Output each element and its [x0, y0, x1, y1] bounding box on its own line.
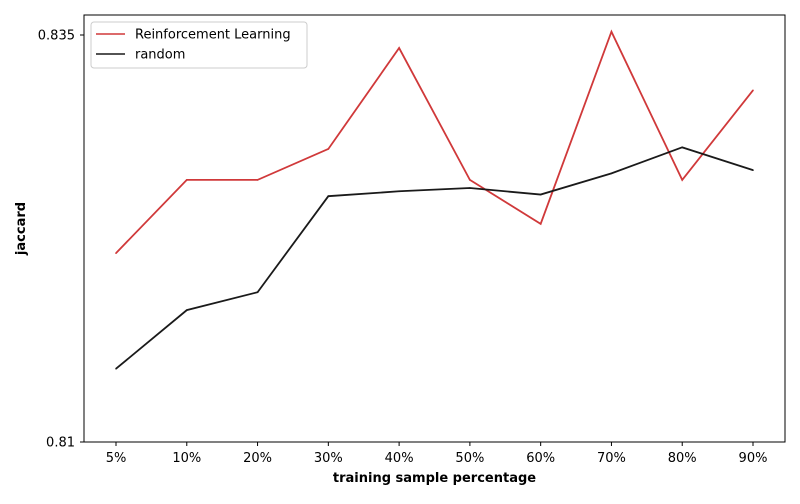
data-point-random: [539, 193, 542, 196]
x-tick-label: 30%: [314, 451, 343, 466]
data-point-reinforcement-learning: [610, 30, 613, 33]
x-tick-label: 60%: [526, 451, 555, 466]
y-tick-label: 0.81: [46, 436, 75, 451]
series-layer: [115, 29, 754, 370]
data-point-reinforcement-learning: [681, 179, 684, 181]
data-point-reinforcement-learning: [752, 89, 754, 92]
data-point-reinforcement-learning: [539, 223, 542, 225]
data-point-random: [185, 309, 188, 311]
x-tick-label: 5%: [106, 451, 127, 466]
legend-label-random: random: [135, 48, 185, 63]
x-tick-label: 50%: [455, 451, 484, 466]
data-point-random: [681, 146, 684, 149]
data-point-random: [610, 172, 613, 175]
data-point-reinforcement-learning: [256, 179, 259, 181]
x-tick-label: 80%: [668, 451, 697, 466]
data-point-random: [752, 169, 754, 171]
x-tick-label: 40%: [385, 451, 414, 466]
x-tick-label: 90%: [739, 451, 768, 466]
x-tick-label: 10%: [172, 451, 201, 466]
plot-frame: [83, 14, 786, 443]
x-axis-label: training sample percentage: [333, 471, 536, 486]
data-point-reinforcement-learning: [327, 148, 330, 150]
legend-box: [90, 21, 308, 69]
data-point-random: [398, 190, 400, 193]
series-line-reinforcement-learning: [115, 29, 754, 254]
y-axis-ticks: 0.81 0.835: [38, 29, 84, 451]
legend: Reinforcement Learning random: [90, 21, 308, 69]
data-point-random: [469, 187, 471, 189]
x-tick-label: 20%: [243, 451, 272, 466]
data-point-random: [115, 367, 117, 370]
data-point-reinforcement-learning: [115, 252, 117, 254]
y-tick-label: 0.835: [38, 29, 75, 44]
data-point-reinforcement-learning: [469, 179, 471, 181]
data-point-random: [327, 195, 330, 197]
data-point-reinforcement-learning: [185, 179, 188, 181]
legend-label-reinforcement-learning: Reinforcement Learning: [135, 28, 291, 43]
y-axis-label: jaccard: [14, 202, 29, 256]
series-line-random: [115, 146, 754, 370]
data-point-reinforcement-learning: [398, 47, 400, 49]
x-tick-label: 70%: [597, 451, 626, 466]
data-point-random: [256, 291, 259, 294]
x-axis-ticks: 5% 10% 20% 30% 40% 50% 60% 70% 80% 90%: [106, 442, 768, 466]
